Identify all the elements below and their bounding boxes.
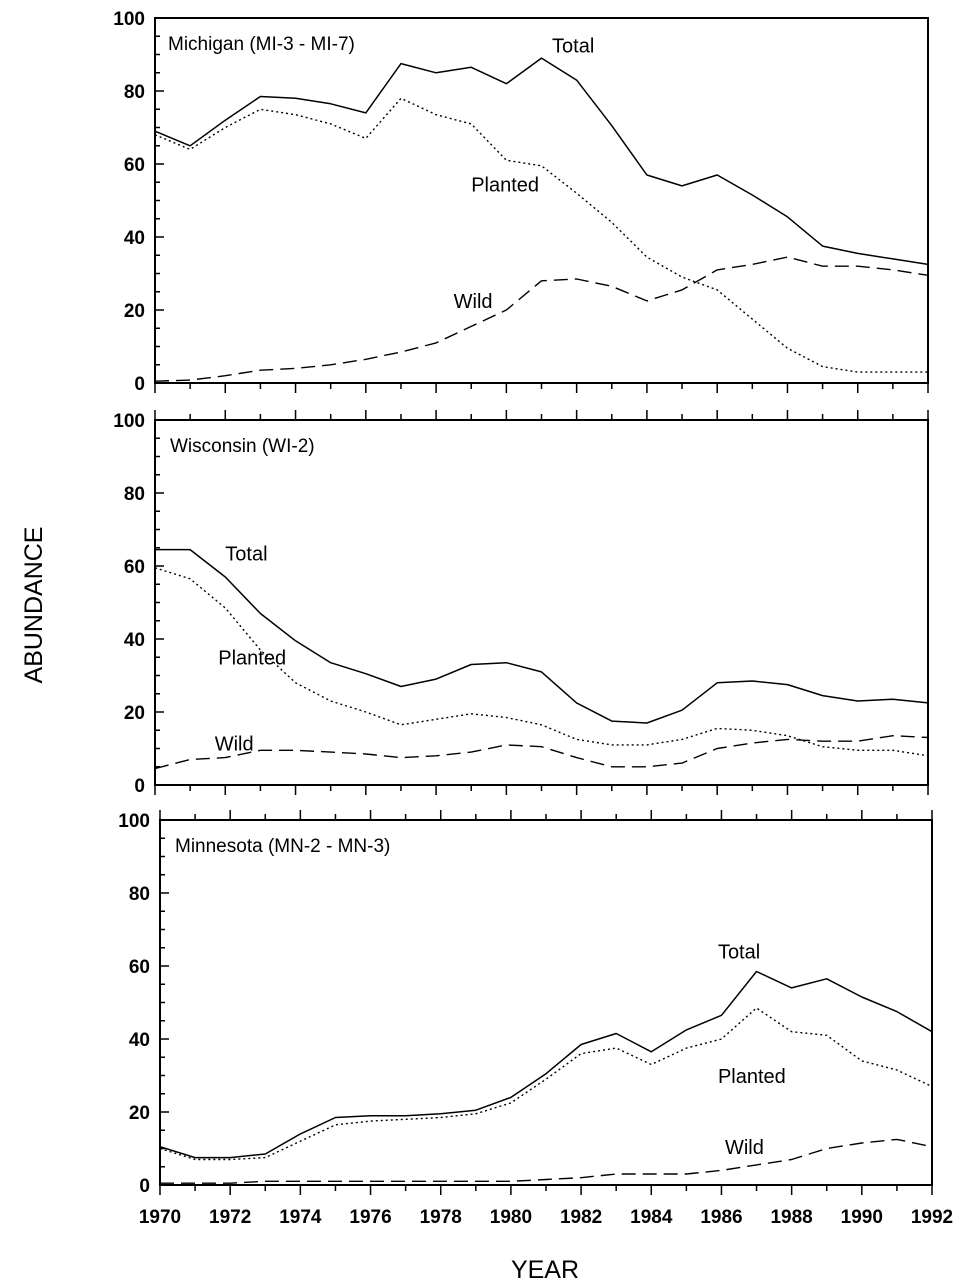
y-tick-label: 20 bbox=[129, 1103, 150, 1124]
plot-frame bbox=[159, 819, 933, 1186]
y-axis-title: ABUNDANCE bbox=[20, 527, 48, 684]
y-tick-label: 80 bbox=[124, 484, 145, 505]
y-tick-label: 0 bbox=[134, 776, 145, 797]
y-tick-label: 60 bbox=[124, 155, 145, 176]
y-tick-label: 20 bbox=[124, 301, 145, 322]
series-label-planted: Planted bbox=[471, 174, 539, 196]
x-tick-label: 1980 bbox=[490, 1207, 532, 1228]
x-axis-title: YEAR bbox=[511, 1256, 579, 1283]
panel-title: Wisconsin (WI-2) bbox=[170, 436, 315, 457]
x-tick-label: 1982 bbox=[560, 1207, 602, 1228]
x-tick-label: 1984 bbox=[630, 1207, 673, 1228]
y-tick-label: 0 bbox=[139, 1176, 150, 1197]
series-label-total: Total bbox=[718, 942, 760, 964]
x-tick-label: 1986 bbox=[700, 1207, 742, 1228]
x-tick-label: 1972 bbox=[209, 1207, 251, 1228]
series-line-wild bbox=[154, 735, 929, 770]
panel-2: 0 20 40 60 80 100 Total Planted Wild Wisconsin (W… bbox=[113, 410, 929, 797]
plot-frame bbox=[154, 419, 929, 786]
x-tick-label: 1988 bbox=[770, 1207, 812, 1228]
y-tick-label: 0 bbox=[134, 374, 145, 395]
series-label-total: Total bbox=[225, 544, 267, 566]
series-line-total bbox=[155, 548, 929, 724]
y-tick-label: 40 bbox=[124, 228, 145, 249]
y-tick-label: 80 bbox=[124, 82, 145, 103]
series-line-wild bbox=[154, 256, 929, 382]
panel-title: Minnesota (MN-2 - MN-3) bbox=[175, 836, 390, 857]
y-tick-label: 100 bbox=[113, 411, 145, 432]
series-label-wild: Wild bbox=[454, 291, 493, 313]
x-tick-label: 1970 bbox=[139, 1207, 181, 1228]
x-tick-label: 1990 bbox=[841, 1207, 883, 1228]
x-tick-label: 1978 bbox=[420, 1207, 462, 1228]
series-label-planted: Planted bbox=[718, 1066, 786, 1088]
series-line-planted bbox=[154, 97, 928, 373]
panel-3: 0 20 40 60 80 100 Total Planted Wild Minnesota (M… bbox=[118, 810, 953, 1228]
x-tick-label: 1976 bbox=[349, 1207, 391, 1228]
series-label-total: Total bbox=[552, 36, 594, 58]
y-tick-label: 100 bbox=[113, 9, 145, 30]
y-tick-label: 40 bbox=[129, 1030, 150, 1051]
y-tick-label: 60 bbox=[129, 957, 150, 978]
y-tick-label: 40 bbox=[124, 630, 145, 651]
x-tick-label: 1992 bbox=[911, 1207, 953, 1228]
panel-title: Michigan (MI-3 - MI-7) bbox=[168, 34, 355, 55]
series-line-wild bbox=[160, 1138, 933, 1184]
series-line-total bbox=[154, 57, 929, 266]
y-tick-label: 80 bbox=[129, 884, 150, 905]
series-label-wild: Wild bbox=[725, 1137, 764, 1159]
y-tick-label: 20 bbox=[124, 703, 145, 724]
series-line-planted bbox=[159, 1007, 933, 1161]
y-tick-label: 100 bbox=[118, 811, 150, 832]
series-label-wild: Wild bbox=[215, 733, 254, 755]
series-label-planted: Planted bbox=[218, 648, 286, 670]
y-tick-label: 60 bbox=[124, 557, 145, 578]
series-line-total bbox=[159, 970, 933, 1159]
plot-frame bbox=[154, 17, 929, 384]
panel-1: 0 20 40 60 80 100 Total Planted Wild Michigan (MI… bbox=[113, 9, 929, 395]
x-tick-label: 1974 bbox=[279, 1207, 322, 1228]
